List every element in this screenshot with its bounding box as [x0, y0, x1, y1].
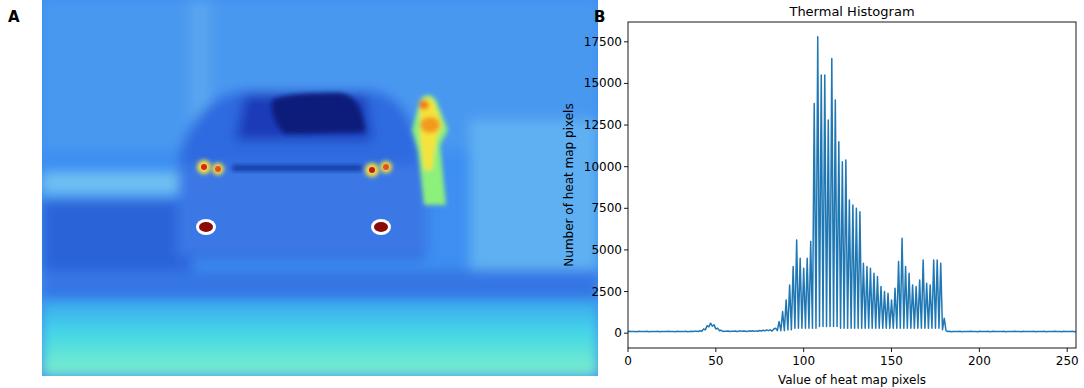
x-tick: [891, 348, 892, 352]
y-tick: [624, 125, 628, 126]
windshield: [272, 93, 365, 134]
y-tick-label: 0: [614, 326, 622, 340]
y-tick-label: 5000: [591, 243, 622, 257]
x-tick: [715, 348, 716, 352]
y-axis-label: Number of heat map pixels: [562, 103, 576, 266]
x-axis-label: Value of heat map pixels: [778, 373, 926, 387]
y-tick-label: 2500: [591, 285, 622, 299]
histogram-line: [628, 37, 1076, 332]
y-tick-label: 10000: [584, 160, 622, 174]
lights: [196, 160, 392, 235]
histogram-chart: 0501001502002500250050007500100001250015…: [562, 4, 1079, 387]
y-tick-label: 12500: [584, 118, 622, 132]
figure: AB 0501001502002500250050007500100001250…: [0, 0, 1084, 388]
y-tick: [624, 291, 628, 292]
x-tick-label: 50: [708, 354, 723, 368]
y-tick: [624, 333, 628, 334]
y-tick: [624, 208, 628, 209]
x-tick: [979, 348, 980, 352]
y-tick: [624, 83, 628, 84]
thermal-image: [42, 0, 598, 376]
panel-label: A: [8, 8, 20, 26]
grille: [232, 165, 362, 171]
x-tick-label: 0: [624, 354, 632, 368]
y-tick: [624, 166, 628, 167]
x-tick-label: 250: [1056, 354, 1079, 368]
x-tick: [803, 348, 804, 352]
image-background: [42, 0, 598, 376]
plot-frame: [628, 22, 1076, 348]
panel-label: B: [594, 8, 605, 26]
x-tick: [1067, 348, 1068, 352]
x-tick-label: 150: [880, 354, 903, 368]
data-group: [628, 37, 1076, 332]
y-tick-label: 17500: [584, 35, 622, 49]
panel-labels: AB: [8, 8, 605, 26]
y-tick: [624, 41, 628, 42]
person: [412, 95, 448, 205]
chart-title: Thermal Histogram: [788, 4, 914, 19]
x-tick-label: 200: [968, 354, 991, 368]
y-tick-label: 7500: [591, 201, 622, 215]
x-tick: [628, 348, 629, 352]
image-shapes: [42, 0, 598, 376]
y-tick-label: 15000: [584, 76, 622, 90]
y-tick: [624, 249, 628, 250]
x-tick-label: 100: [792, 354, 815, 368]
